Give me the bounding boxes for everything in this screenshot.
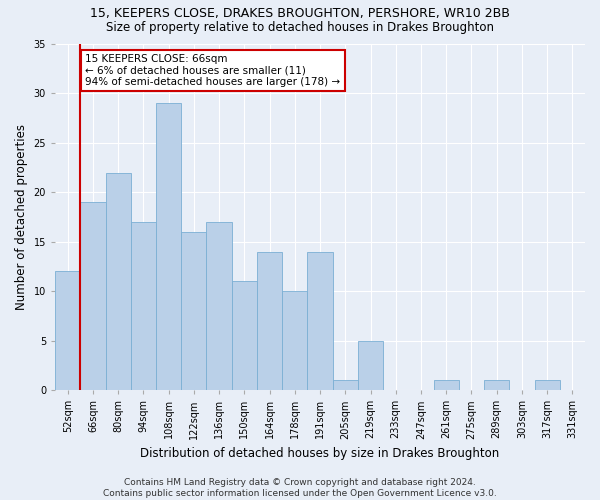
Bar [156, 104, 181, 390]
Bar [332, 380, 358, 390]
Bar [434, 380, 459, 390]
Bar [358, 340, 383, 390]
Bar [131, 222, 156, 390]
Bar [206, 222, 232, 390]
Bar [282, 291, 307, 390]
Text: 15 KEEPERS CLOSE: 66sqm
← 6% of detached houses are smaller (11)
94% of semi-det: 15 KEEPERS CLOSE: 66sqm ← 6% of detached… [85, 54, 340, 87]
Bar [232, 282, 257, 390]
Bar [535, 380, 560, 390]
Bar [307, 252, 332, 390]
Text: Size of property relative to detached houses in Drakes Broughton: Size of property relative to detached ho… [106, 21, 494, 34]
Bar [80, 202, 106, 390]
Text: 15, KEEPERS CLOSE, DRAKES BROUGHTON, PERSHORE, WR10 2BB: 15, KEEPERS CLOSE, DRAKES BROUGHTON, PER… [90, 8, 510, 20]
Text: Contains HM Land Registry data © Crown copyright and database right 2024.
Contai: Contains HM Land Registry data © Crown c… [103, 478, 497, 498]
Bar [106, 172, 131, 390]
X-axis label: Distribution of detached houses by size in Drakes Broughton: Distribution of detached houses by size … [140, 447, 500, 460]
Bar [257, 252, 282, 390]
Bar [181, 232, 206, 390]
Bar [484, 380, 509, 390]
Y-axis label: Number of detached properties: Number of detached properties [15, 124, 28, 310]
Bar [55, 272, 80, 390]
